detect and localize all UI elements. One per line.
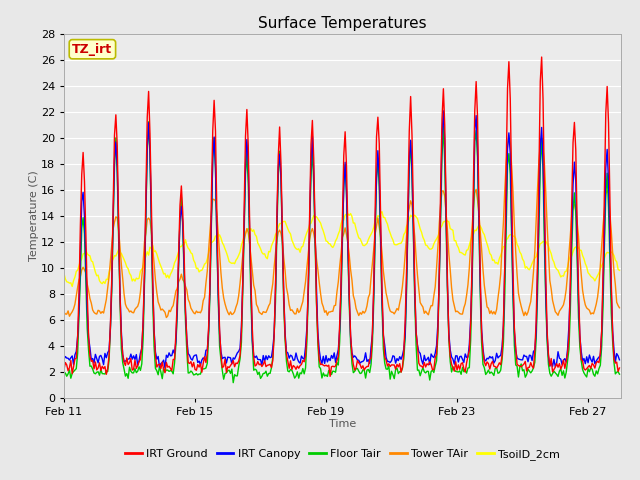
Tower TAir bbox=[616, 305, 623, 311]
Line: IRT Canopy: IRT Canopy bbox=[64, 111, 620, 368]
Floor Tair bbox=[371, 239, 379, 244]
TsoilD_2cm bbox=[228, 261, 236, 266]
Floor Tair bbox=[616, 372, 623, 377]
IRT Ground bbox=[538, 54, 545, 60]
Tower TAir bbox=[163, 315, 170, 321]
TsoilD_2cm bbox=[453, 242, 461, 248]
TsoilD_2cm bbox=[370, 224, 378, 230]
IRT Canopy bbox=[161, 365, 169, 371]
IRT Canopy bbox=[247, 284, 255, 289]
TsoilD_2cm bbox=[616, 267, 623, 273]
IRT Canopy bbox=[228, 361, 236, 367]
Line: IRT Ground: IRT Ground bbox=[64, 57, 620, 376]
Tower TAir bbox=[247, 255, 255, 261]
IRT Ground bbox=[452, 359, 460, 365]
IRT Ground bbox=[370, 280, 378, 286]
Tower TAir bbox=[563, 287, 570, 292]
Line: Floor Tair: Floor Tair bbox=[64, 122, 620, 383]
IRT Canopy bbox=[616, 357, 623, 363]
IRT Ground bbox=[60, 367, 68, 372]
Y-axis label: Temperature (C): Temperature (C) bbox=[29, 170, 39, 262]
TsoilD_2cm bbox=[60, 271, 68, 276]
IRT Ground bbox=[616, 365, 623, 371]
Title: Surface Temperatures: Surface Temperatures bbox=[258, 16, 427, 31]
Line: TsoilD_2cm: TsoilD_2cm bbox=[64, 212, 620, 287]
Floor Tair bbox=[229, 380, 237, 385]
Floor Tair bbox=[145, 119, 152, 125]
IRT Canopy bbox=[440, 108, 447, 114]
Floor Tair bbox=[563, 369, 570, 375]
Floor Tair bbox=[453, 369, 461, 374]
IRT Canopy bbox=[563, 359, 570, 365]
TsoilD_2cm bbox=[563, 268, 570, 274]
Text: TZ_irt: TZ_irt bbox=[72, 43, 113, 56]
Floor Tair bbox=[60, 371, 68, 377]
Floor Tair bbox=[470, 217, 477, 223]
IRT Ground bbox=[246, 217, 253, 223]
Line: Tower TAir: Tower TAir bbox=[64, 135, 620, 318]
IRT Ground bbox=[468, 262, 476, 267]
IRT Ground bbox=[326, 373, 334, 379]
TsoilD_2cm bbox=[470, 231, 477, 237]
Tower TAir bbox=[468, 225, 476, 230]
TsoilD_2cm bbox=[247, 226, 255, 231]
Tower TAir bbox=[505, 132, 513, 138]
Floor Tair bbox=[248, 341, 256, 347]
Legend: IRT Ground, IRT Canopy, Floor Tair, Tower TAir, TsoilD_2cm: IRT Ground, IRT Canopy, Floor Tair, Towe… bbox=[120, 444, 564, 464]
Tower TAir bbox=[228, 312, 236, 317]
Floor Tair bbox=[228, 366, 236, 372]
IRT Canopy bbox=[370, 288, 378, 293]
IRT Canopy bbox=[470, 198, 477, 204]
IRT Ground bbox=[563, 359, 570, 364]
TsoilD_2cm bbox=[378, 209, 386, 215]
Tower TAir bbox=[60, 310, 68, 315]
IRT Ground bbox=[227, 362, 234, 368]
Tower TAir bbox=[452, 309, 460, 314]
X-axis label: Time: Time bbox=[329, 419, 356, 429]
IRT Canopy bbox=[453, 353, 461, 359]
IRT Canopy bbox=[60, 356, 68, 362]
Tower TAir bbox=[370, 247, 378, 252]
TsoilD_2cm bbox=[68, 284, 76, 289]
